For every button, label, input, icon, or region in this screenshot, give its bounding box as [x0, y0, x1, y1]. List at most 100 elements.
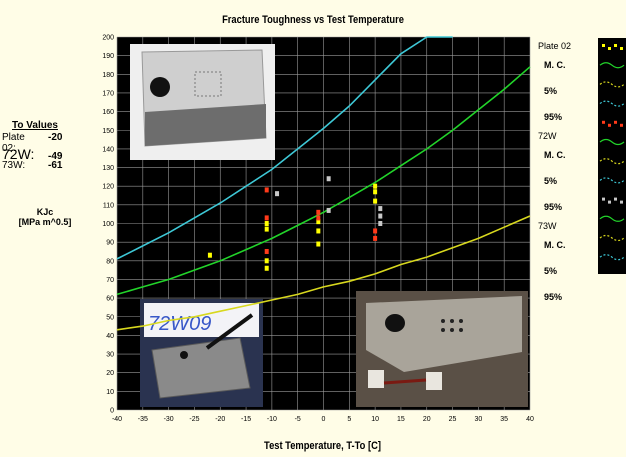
data-point [264, 265, 269, 271]
curve-95 [116, 36, 453, 260]
legend-marker [614, 197, 617, 201]
specimen-photo-1 [130, 44, 275, 160]
y-tick-label: 20 [106, 370, 114, 377]
data-point [264, 226, 269, 232]
to-value: -61 [48, 160, 63, 171]
legend-item: 95% [544, 292, 563, 302]
legend-line [599, 81, 625, 88]
y-tick-label: 150 [102, 128, 114, 135]
data-point [373, 189, 378, 195]
x-tick-label: 35 [500, 416, 508, 423]
legend-marker [620, 200, 623, 204]
legend-item: 5% [544, 266, 558, 276]
specimen-photo-3 [356, 291, 528, 407]
legend-line [599, 254, 625, 261]
x-tick-label: -5 [295, 416, 301, 423]
y-tick-label: 160 [102, 109, 114, 116]
legend-marker [620, 123, 623, 127]
data-point [316, 209, 321, 215]
to-name: 73W: [2, 160, 26, 171]
y-tick-label: 40 [106, 333, 114, 340]
fit-curves [116, 36, 531, 331]
to-row-73w: 73W: -61 [2, 160, 112, 174]
to-values-heading: To Values [12, 120, 58, 131]
x-tick-label: 40 [526, 416, 534, 423]
axis-ticks: -40 -35 -30 -25 -20 -15 -10 -5 0 5 10 15 20 25 30 35 40 0… [102, 35, 534, 424]
x-tick-label: -20 [215, 416, 225, 423]
y-tick-label: 100 [102, 221, 114, 228]
x-tick-label: -25 [189, 416, 199, 423]
to-name: Plate 02: [2, 132, 25, 154]
data-points [207, 176, 383, 271]
to-row-plate02: Plate 02: -20 [2, 132, 112, 154]
legend-item: M. C. [544, 240, 566, 250]
x-tick-label: 30 [474, 416, 482, 423]
data-point [264, 215, 269, 221]
legend-marker [602, 44, 605, 47]
to-name: 72W: [2, 146, 35, 162]
legend-line [599, 158, 625, 165]
x-tick-label: -40 [112, 416, 122, 423]
y-axis-label-line1: KJc [36, 207, 54, 217]
legend-item: 95% [544, 202, 563, 212]
data-point [316, 219, 321, 225]
specimen-photo-2: 72W09 [140, 299, 263, 407]
y-tick-label: 30 [106, 352, 114, 359]
to-value: -49 [48, 151, 63, 162]
photo-label: 72W09 [148, 313, 211, 335]
data-point [264, 221, 269, 226]
to-row-72w: 72W: -49 [2, 146, 112, 162]
x-tick-label: 10 [371, 416, 379, 423]
data-point [316, 241, 321, 247]
x-tick-label: -15 [241, 416, 251, 423]
legend-swatches [599, 44, 625, 261]
data-point [207, 252, 212, 258]
legend-marker [602, 120, 605, 124]
y-tick-label: 0 [110, 408, 114, 415]
data-point [373, 235, 378, 241]
to-values-panel: To Values Plate 02: -20 72W: -49 73W: -6… [2, 120, 112, 174]
curve-5 [116, 215, 531, 331]
legend-marker [602, 197, 605, 201]
x-tick-label: 25 [449, 416, 457, 423]
legend-line [599, 215, 625, 222]
legend-group-72w: 72W [538, 131, 557, 141]
y-tick-label: 70 [106, 277, 114, 284]
data-point [326, 176, 331, 182]
chart-title: Fracture Toughness vs Test Temperature [222, 14, 404, 26]
legend-line [599, 177, 625, 184]
data-point [373, 183, 378, 189]
y-tick-label: 140 [102, 146, 114, 153]
legend-item: M. C. [544, 150, 566, 160]
legend-marker [614, 120, 617, 124]
legend-line [599, 62, 625, 69]
legend-swatch-panel [598, 38, 626, 274]
y-tick-label: 10 [106, 389, 114, 396]
data-point [373, 198, 378, 204]
data-point [373, 228, 378, 234]
x-tick-label: -10 [267, 416, 277, 423]
to-value: -20 [48, 132, 63, 143]
legend-item: M. C. [544, 60, 566, 70]
data-point [378, 221, 383, 226]
x-tick-label: 15 [397, 416, 405, 423]
data-point [378, 206, 383, 212]
curve-mc [116, 66, 531, 296]
data-point [316, 228, 321, 234]
y-tick-label: 170 [102, 90, 114, 97]
y-tick-label: 200 [102, 35, 114, 42]
y-tick-label: 50 [106, 314, 114, 321]
legend-line [599, 234, 625, 242]
legend-item: 95% [544, 112, 563, 122]
y-tick-label: 90 [106, 240, 114, 247]
data-point [264, 187, 269, 193]
y-tick-label: 130 [102, 165, 114, 172]
legend: Plate 02 M. C. 5% 95% 72W M. C. 5% 95% 7… [538, 40, 598, 310]
x-tick-label: 0 [322, 416, 326, 423]
y-tick-label: 180 [102, 72, 114, 79]
legend-line [599, 138, 625, 146]
y-tick-label: 120 [102, 184, 114, 191]
legend-item: 5% [544, 176, 558, 186]
x-tick-label: -30 [164, 416, 174, 423]
legend-marker [608, 200, 611, 204]
